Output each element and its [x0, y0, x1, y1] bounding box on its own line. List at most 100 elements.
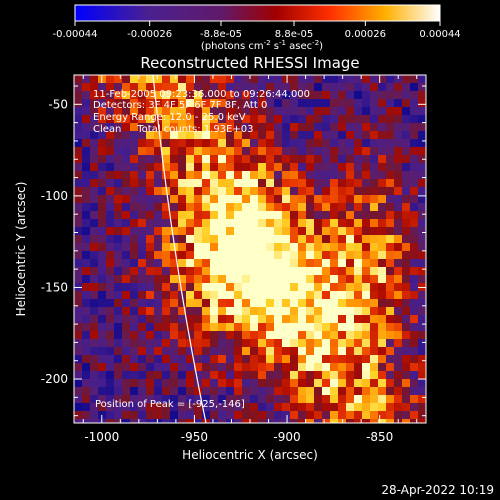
heatmap-cell	[122, 187, 130, 195]
heatmap-cell	[354, 139, 362, 147]
heatmap-cell	[346, 251, 354, 259]
heatmap-cell	[362, 187, 370, 195]
heatmap-cell	[298, 403, 306, 411]
heatmap-cell	[226, 83, 234, 91]
heatmap-cell	[322, 91, 330, 99]
heatmap-cell	[114, 291, 122, 299]
heatmap-cell	[98, 171, 106, 179]
heatmap-cell	[338, 275, 346, 283]
heatmap-cell	[418, 387, 426, 395]
heatmap-cell	[130, 107, 138, 115]
heatmap-cell	[314, 259, 322, 267]
heatmap-cell	[386, 227, 394, 235]
heatmap-cell	[74, 347, 82, 355]
heatmap-cell	[186, 75, 194, 83]
heatmap-cell	[130, 371, 138, 379]
heatmap-cell	[90, 163, 98, 171]
heatmap-cell	[202, 379, 210, 387]
heatmap-cell	[330, 123, 338, 131]
heatmap-cell	[386, 267, 394, 275]
heatmap-cell	[250, 283, 258, 291]
heatmap-cell	[90, 171, 98, 179]
heatmap-cell	[362, 195, 370, 203]
heatmap-cell	[186, 387, 194, 395]
heatmap-cell	[154, 91, 162, 99]
heatmap-cell	[186, 283, 194, 291]
heatmap-cell	[266, 91, 274, 99]
heatmap-cell	[194, 195, 202, 203]
info-energy-range: Energy Range: 12.0 - 25.0 keV	[93, 112, 246, 123]
heatmap-cell	[370, 331, 378, 339]
heatmap-cell	[98, 131, 106, 139]
heatmap-cell	[314, 235, 322, 243]
heatmap-cell	[290, 235, 298, 243]
heatmap-cell	[314, 251, 322, 259]
heatmap-cell	[378, 235, 386, 243]
heatmap-cell	[250, 147, 258, 155]
heatmap-cell	[234, 395, 242, 403]
heatmap-cell	[74, 411, 82, 419]
heatmap-cell	[338, 315, 346, 323]
heatmap-cell	[402, 267, 410, 275]
heatmap-cell	[226, 99, 234, 107]
heatmap-cell	[210, 339, 218, 347]
heatmap-cell	[378, 347, 386, 355]
heatmap-cell	[234, 323, 242, 331]
heatmap-cell	[290, 123, 298, 131]
heatmap-cell	[266, 115, 274, 123]
heatmap-cell	[162, 235, 170, 243]
heatmap-cell	[322, 291, 330, 299]
heatmap-cell	[322, 387, 330, 395]
heatmap-cell	[418, 363, 426, 371]
heatmap-cell	[74, 323, 82, 331]
heatmap-cell	[242, 123, 250, 131]
heatmap-cell	[250, 275, 258, 283]
heatmap-cell	[242, 387, 250, 395]
heatmap-cell	[154, 259, 162, 267]
heatmap-cell	[394, 291, 402, 299]
heatmap-cell	[114, 347, 122, 355]
heatmap-cell	[322, 251, 330, 259]
heatmap-cell	[386, 411, 394, 419]
heatmap-cell	[378, 107, 386, 115]
heatmap-cell	[322, 235, 330, 243]
heatmap-cell	[218, 91, 226, 99]
heatmap-cell	[386, 147, 394, 155]
heatmap-cell	[162, 347, 170, 355]
heatmap-cell	[322, 315, 330, 323]
heatmap-cell	[346, 227, 354, 235]
heatmap-cell	[82, 251, 90, 259]
heatmap-cell	[362, 203, 370, 211]
heatmap-cell	[266, 243, 274, 251]
heatmap-cell	[338, 243, 346, 251]
heatmap-cell	[402, 299, 410, 307]
heatmap-cell	[266, 99, 274, 107]
heatmap-cell	[194, 323, 202, 331]
heatmap-cell	[298, 411, 306, 419]
heatmap-cell	[210, 251, 218, 259]
heatmap-cell	[274, 91, 282, 99]
heatmap-cell	[90, 227, 98, 235]
heatmap-cell	[106, 283, 114, 291]
heatmap-cell	[290, 187, 298, 195]
heatmap-cell	[74, 267, 82, 275]
heatmap-cell	[234, 187, 242, 195]
heatmap-cell	[194, 115, 202, 123]
heatmap-cell	[410, 395, 418, 403]
heatmap-cell	[234, 123, 242, 131]
heatmap-cell	[186, 83, 194, 91]
heatmap-cell	[306, 331, 314, 339]
heatmap-cell	[346, 195, 354, 203]
heatmap-cell	[122, 403, 130, 411]
heatmap-cell	[202, 243, 210, 251]
heatmap-cell	[306, 275, 314, 283]
heatmap-cell	[386, 235, 394, 243]
heatmap-cell	[170, 307, 178, 315]
heatmap-cell	[322, 331, 330, 339]
heatmap-cell	[346, 379, 354, 387]
heatmap-cell	[298, 379, 306, 387]
heatmap-cell	[114, 259, 122, 267]
heatmap-cell	[338, 171, 346, 179]
heatmap-cell	[122, 331, 130, 339]
heatmap-cell	[186, 315, 194, 323]
